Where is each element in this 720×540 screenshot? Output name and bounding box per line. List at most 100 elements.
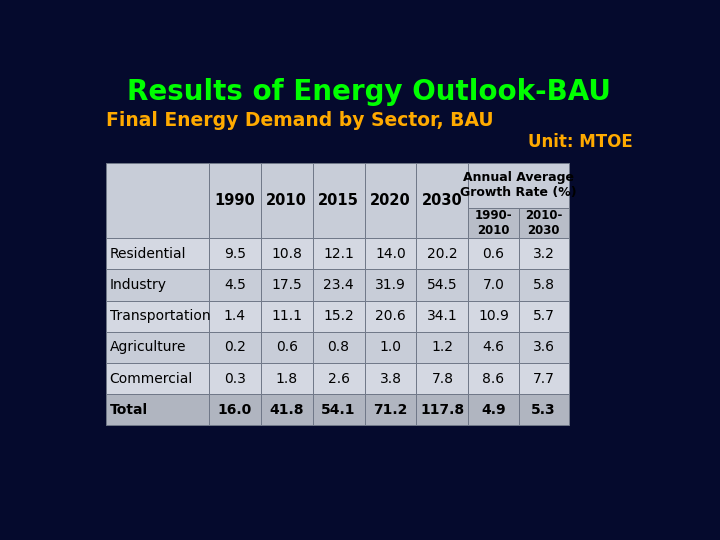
Text: 7.0: 7.0	[482, 278, 505, 292]
Bar	[261, 301, 312, 332]
Bar	[416, 394, 468, 426]
Text: 34.1: 34.1	[427, 309, 458, 323]
Bar	[209, 163, 261, 238]
Bar	[106, 163, 209, 238]
Text: 2030: 2030	[422, 193, 463, 208]
Bar	[261, 363, 312, 394]
Bar	[261, 394, 312, 426]
Text: 4.9: 4.9	[481, 403, 505, 417]
Bar	[364, 238, 416, 269]
Bar	[416, 363, 468, 394]
Text: 4.5: 4.5	[224, 278, 246, 292]
Text: 3.8: 3.8	[379, 372, 402, 386]
Bar	[364, 363, 416, 394]
Bar	[209, 269, 261, 301]
Bar	[312, 163, 364, 238]
Bar	[312, 332, 364, 363]
Bar	[106, 363, 209, 394]
Text: 71.2: 71.2	[373, 403, 408, 417]
Text: 1.4: 1.4	[224, 309, 246, 323]
Bar	[209, 394, 261, 426]
Text: Residential: Residential	[109, 247, 186, 261]
Bar	[261, 238, 312, 269]
Text: 54.1: 54.1	[321, 403, 356, 417]
Text: 14.0: 14.0	[375, 247, 406, 261]
Text: 0.6: 0.6	[276, 340, 297, 354]
Text: 23.4: 23.4	[323, 278, 354, 292]
Bar	[106, 301, 209, 332]
Bar	[364, 394, 416, 426]
Bar	[468, 269, 518, 301]
Bar	[364, 332, 416, 363]
Bar	[518, 238, 569, 269]
Bar	[518, 363, 569, 394]
Bar	[468, 208, 518, 238]
Bar	[468, 394, 518, 426]
Bar	[468, 332, 518, 363]
Text: 2020: 2020	[370, 193, 411, 208]
Text: 10.8: 10.8	[271, 247, 302, 261]
Bar	[261, 269, 312, 301]
Bar	[106, 394, 209, 426]
Text: 7.7: 7.7	[533, 372, 554, 386]
Text: 15.2: 15.2	[323, 309, 354, 323]
Text: 16.0: 16.0	[217, 403, 252, 417]
Bar	[209, 238, 261, 269]
Text: Unit: MTOE: Unit: MTOE	[528, 133, 632, 151]
Bar	[468, 301, 518, 332]
Text: 9.5: 9.5	[224, 247, 246, 261]
Text: 41.8: 41.8	[269, 403, 304, 417]
Bar	[312, 269, 364, 301]
Text: 3.2: 3.2	[533, 247, 554, 261]
Text: 1990-
2010: 1990- 2010	[474, 209, 512, 237]
Bar	[416, 269, 468, 301]
Text: 20.6: 20.6	[375, 309, 406, 323]
Text: 7.8: 7.8	[431, 372, 454, 386]
Text: Annual Average
Growth Rate (%): Annual Average Growth Rate (%)	[460, 171, 577, 199]
Bar	[209, 363, 261, 394]
Bar	[312, 301, 364, 332]
Text: 10.9: 10.9	[478, 309, 509, 323]
Text: 0.8: 0.8	[328, 340, 350, 354]
Text: 0.6: 0.6	[482, 247, 505, 261]
Bar	[468, 163, 569, 208]
Text: 4.6: 4.6	[482, 340, 505, 354]
Text: 1.8: 1.8	[276, 372, 298, 386]
Bar	[518, 394, 569, 426]
Bar	[209, 301, 261, 332]
Bar	[518, 208, 569, 238]
Text: Transportation: Transportation	[109, 309, 210, 323]
Text: 5.8: 5.8	[533, 278, 554, 292]
Text: 17.5: 17.5	[271, 278, 302, 292]
Bar	[416, 163, 468, 238]
Text: 2.6: 2.6	[328, 372, 350, 386]
Bar	[518, 301, 569, 332]
Bar	[364, 301, 416, 332]
Bar	[416, 332, 468, 363]
Text: 117.8: 117.8	[420, 403, 464, 417]
Bar	[312, 363, 364, 394]
Text: 3.6: 3.6	[533, 340, 554, 354]
Text: Commercial: Commercial	[109, 372, 193, 386]
Bar	[364, 163, 416, 238]
Text: 0.3: 0.3	[224, 372, 246, 386]
Text: Final Energy Demand by Sector, BAU: Final Energy Demand by Sector, BAU	[106, 111, 493, 131]
Text: 8.6: 8.6	[482, 372, 505, 386]
Text: 1.2: 1.2	[431, 340, 454, 354]
Text: 11.1: 11.1	[271, 309, 302, 323]
Bar	[364, 269, 416, 301]
Text: Results of Energy Outlook-BAU: Results of Energy Outlook-BAU	[127, 78, 611, 106]
Bar	[416, 238, 468, 269]
Bar	[518, 332, 569, 363]
Bar	[106, 269, 209, 301]
Bar	[261, 163, 312, 238]
Text: Industry: Industry	[109, 278, 166, 292]
Bar	[261, 332, 312, 363]
Bar	[468, 238, 518, 269]
Text: 1.0: 1.0	[379, 340, 402, 354]
Bar	[209, 332, 261, 363]
Text: 31.9: 31.9	[375, 278, 406, 292]
Text: 5.7: 5.7	[533, 309, 554, 323]
Bar	[106, 332, 209, 363]
Text: 1990: 1990	[215, 193, 255, 208]
